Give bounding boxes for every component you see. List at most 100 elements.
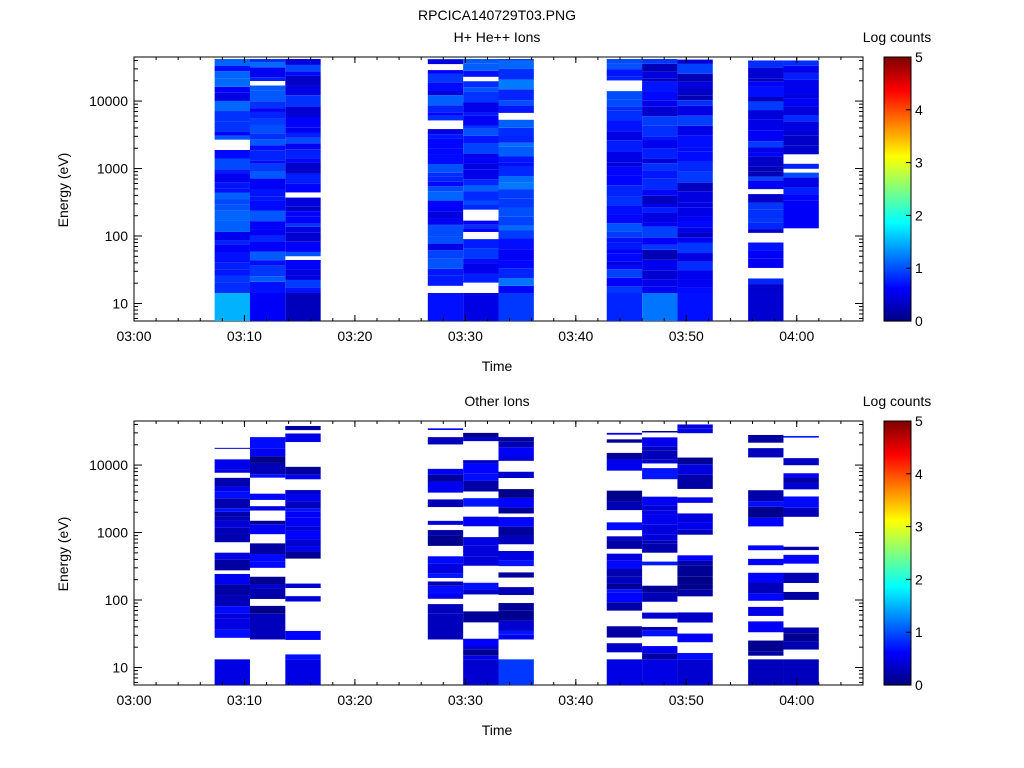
colorbar-swatch: [884, 185, 911, 188]
colorbar-swatch: [884, 259, 911, 262]
heatmap-cell: [214, 71, 250, 79]
colorbar-swatch: [884, 221, 911, 224]
x-tick-label: 03:20: [337, 328, 372, 344]
heatmap-cell: [748, 593, 784, 601]
heatmap-cell: [783, 507, 819, 517]
heatmap-cell: [498, 207, 534, 217]
heatmap-cell: [783, 145, 819, 155]
colorbar-swatch: [884, 501, 911, 504]
heatmap-cell: [606, 553, 643, 561]
colorbar-swatch: [884, 581, 911, 584]
heatmap-cell: [642, 207, 678, 213]
heatmap-cell: [783, 473, 819, 479]
heatmap-cell: [498, 156, 534, 163]
heatmap-cell: [748, 651, 784, 656]
colorbar-swatch: [884, 479, 911, 482]
colorbar-swatch: [884, 425, 911, 428]
colorbar-swatch: [884, 441, 911, 444]
colorbar-swatch: [884, 431, 911, 434]
heatmap-cell: [285, 251, 321, 257]
colorbar: 0 1 2 3 4 5: [883, 413, 923, 693]
colorbar-swatch: [884, 555, 911, 558]
colorbar-swatch: [884, 249, 911, 252]
heatmap-cell: [642, 125, 678, 137]
heatmap-cell: [285, 275, 321, 280]
colorbar-swatch: [884, 151, 911, 154]
colorbar-swatch: [884, 145, 911, 148]
heatmap-cell: [783, 130, 819, 136]
heatmap-cell: [285, 287, 321, 294]
colorbar-swatch: [884, 189, 911, 192]
colorbar-swatch: [884, 573, 911, 576]
heatmap-cell: [249, 85, 286, 91]
colorbar-swatch: [884, 307, 911, 310]
heatmap-cell: [427, 250, 464, 259]
heatmap: [214, 59, 819, 321]
heatmap-cell: [427, 258, 464, 269]
heatmap-cell: [748, 434, 784, 443]
colorbar-swatch: [884, 429, 911, 432]
heatmap-cell: [285, 490, 321, 495]
heatmap-cell: [677, 279, 713, 288]
colorbar-swatch: [884, 301, 911, 304]
heatmap-cell: [285, 530, 321, 540]
heatmap-cell: [677, 565, 713, 577]
heatmap-cell: [606, 261, 643, 266]
heatmap-cell: [249, 196, 286, 201]
heatmap-cell: [214, 459, 250, 470]
heatmap-cell: [214, 173, 250, 183]
heatmap-cell: [783, 496, 819, 508]
heatmap-cell: [783, 478, 819, 483]
colorbar-swatch: [884, 227, 911, 230]
colorbar-swatch: [884, 563, 911, 566]
colorbar-swatch: [884, 659, 911, 662]
heatmap-cell: [642, 446, 678, 451]
heatmap-cell: [606, 659, 643, 685]
heatmap-cell: [463, 611, 499, 623]
heatmap-cell: [606, 110, 643, 121]
heatmap-cell: [677, 105, 713, 116]
colorbar-swatch: [884, 593, 911, 596]
colorbar-swatch: [884, 187, 911, 190]
heatmap-cell: [677, 125, 713, 136]
heatmap-cell: [748, 517, 784, 527]
colorbar-swatch: [884, 503, 911, 506]
y-tick-label: 1000: [97, 161, 128, 177]
colorbar-swatch: [884, 319, 911, 322]
colorbar-swatch: [884, 163, 911, 166]
heatmap-cell: [285, 137, 321, 144]
colorbar-swatch: [884, 231, 911, 234]
heatmap-cell: [677, 287, 713, 294]
heatmap-cell: [463, 258, 499, 264]
heatmap-cell: [249, 111, 286, 119]
colorbar-swatch: [884, 237, 911, 240]
colorbar-swatch: [884, 261, 911, 264]
heatmap-cell: [427, 172, 464, 177]
colorbar-swatch: [884, 119, 911, 122]
heatmap-cell: [427, 73, 464, 83]
heatmap-cell: [642, 106, 678, 117]
heatmap-cell: [427, 70, 464, 74]
heatmap-cell: [498, 560, 534, 567]
heatmap-cell: [463, 473, 499, 481]
colorbar-swatch: [884, 681, 911, 684]
heatmap-cell: [606, 277, 643, 287]
heatmap-cell: [783, 114, 819, 122]
heatmap-cell: [249, 493, 286, 500]
colorbar-swatch: [884, 169, 911, 172]
colorbar-swatch: [884, 159, 911, 162]
heatmap-cell: [285, 149, 321, 159]
colorbar-swatch: [884, 541, 911, 544]
heatmap-cell: [498, 455, 534, 461]
heatmap-cell: [748, 545, 784, 551]
heatmap-cell: [463, 153, 499, 164]
colorbar-swatch: [884, 191, 911, 194]
x-tick-label: 03:10: [227, 692, 262, 708]
colorbar-swatch: [884, 183, 911, 186]
colorbar-swatch: [884, 461, 911, 464]
heatmap-cell: [498, 497, 534, 508]
colorbar-swatch: [884, 205, 911, 208]
heatmap-cell: [677, 474, 713, 480]
colorbar-swatch: [884, 275, 911, 278]
heatmap-cell: [249, 189, 286, 197]
